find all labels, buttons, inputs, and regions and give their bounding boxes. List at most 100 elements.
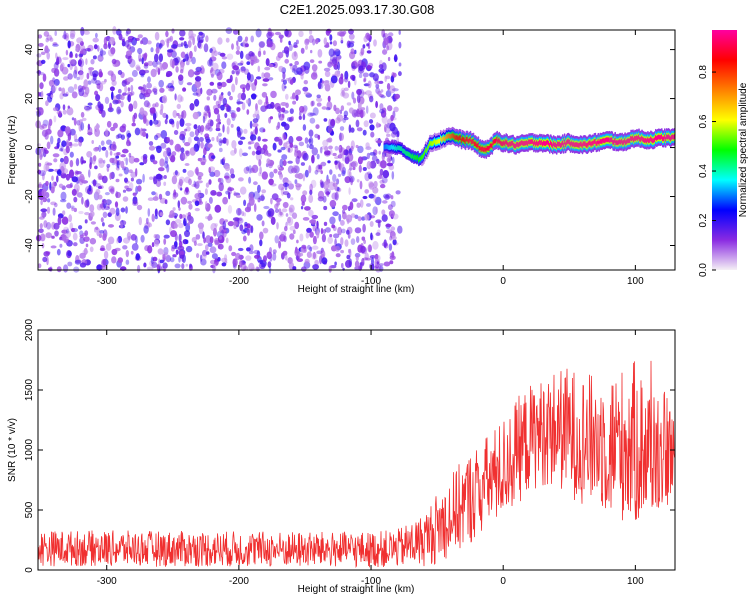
spectrogram-noise-cell	[296, 239, 299, 244]
spectrogram-noise-cell	[356, 236, 360, 243]
spectrogram-noise-cell	[238, 148, 243, 158]
spectrogram-noise-cell	[126, 28, 131, 35]
spectrogram-noise-cell	[78, 139, 83, 147]
spectrogram-noise-cell	[344, 157, 350, 165]
spectrogram-noise-cell	[158, 79, 164, 88]
spectrogram-noise-cell	[194, 193, 201, 200]
spectrogram-noise-cell	[69, 141, 73, 149]
spectrogram-noise-cell	[337, 226, 342, 236]
spectrogram-noise-cell	[242, 87, 246, 94]
spectrogram-noise-cell	[56, 175, 59, 183]
spectrogram-noise-cell	[157, 248, 164, 255]
spectrogram-noise-cell	[287, 160, 293, 164]
spectrogram-noise-cell	[360, 107, 366, 111]
spectrogram-noise-cell	[294, 179, 298, 185]
spectrogram-noise-cell	[188, 215, 194, 224]
spectrogram-noise-cell	[225, 165, 231, 172]
spectrogram-noise-cell	[222, 97, 227, 106]
spectrogram-noise-cell	[324, 80, 330, 88]
spectrogram-noise-cell	[390, 195, 394, 200]
spectrogram-noise-cell	[149, 119, 153, 126]
spectrogram-noise-cell	[327, 124, 333, 134]
spectrogram-noise-cell	[219, 95, 223, 100]
spectrogram-noise-cell	[324, 150, 331, 157]
spectrogram-noise-cell	[357, 66, 365, 74]
spectrogram-noise-cell	[341, 170, 346, 177]
spectrogram-noise-cell	[221, 56, 228, 60]
spectrogram-noise-cell	[288, 183, 294, 190]
spectrogram-noise-cell	[126, 50, 133, 56]
spectrogram-noise-cell	[131, 122, 136, 127]
spectrogram-noise-cell	[72, 143, 79, 147]
spectrogram-noise-cell	[259, 239, 263, 247]
spectrogram-noise-cell	[196, 253, 200, 259]
spectrogram-noise-cell	[45, 180, 49, 187]
spectrogram-noise-cell	[120, 154, 126, 158]
spectrogram-noise-cell	[382, 170, 390, 179]
spectrogram-noise-cell	[78, 225, 83, 230]
spectrogram-noise-cell	[350, 127, 355, 133]
spectrogram-noise-cell	[240, 262, 247, 272]
spectrogram-noise-cell	[159, 87, 165, 93]
spectrogram-y-tick-label: 20	[24, 93, 35, 105]
spectrogram-noise-cell	[320, 170, 324, 175]
spectrogram-noise-cell	[272, 249, 277, 254]
spectrogram-noise-cell	[90, 70, 93, 77]
spectrogram-noise-cell	[107, 48, 115, 57]
spectrogram-noise-cell	[222, 137, 227, 144]
spectrogram-noise-cell	[314, 169, 319, 175]
spectrogram-noise-cell	[124, 185, 129, 189]
spectrogram-noise-cell	[356, 94, 361, 104]
spectrogram-noise-cell	[179, 213, 183, 219]
spectrogram-noise-cell	[170, 120, 175, 125]
spectrogram-noise-cell	[153, 112, 157, 121]
spectrogram-noise-cell	[106, 139, 112, 145]
spectrogram-noise-cell	[365, 257, 372, 261]
spectrogram-noise-cell	[383, 37, 389, 46]
spectrogram-noise-cell	[155, 66, 160, 72]
spectrogram-noise-cell	[278, 113, 285, 121]
spectrogram-noise-cell	[147, 197, 154, 201]
spectrogram-noise-cell	[295, 89, 301, 96]
spectrogram-noise-cell	[105, 243, 112, 251]
spectrogram-noise-cell	[384, 194, 390, 200]
spectrogram-noise-cell	[229, 95, 233, 101]
spectrogram-noise-cell	[42, 172, 45, 181]
spectrogram-noise-cell	[256, 214, 263, 221]
spectrogram-y-tick-label: 0	[24, 144, 35, 150]
spectrogram-noise-cell	[202, 250, 207, 260]
spectrogram-noise-cell	[381, 107, 387, 114]
spectrogram-noise-cell	[369, 95, 374, 103]
spectrogram-noise-cell	[102, 222, 105, 227]
spectrogram-noise-cell	[262, 144, 268, 151]
spectrogram-noise-cell	[379, 179, 385, 184]
spectrogram-noise-cell	[386, 162, 394, 167]
spectrogram-noise-cell	[74, 65, 78, 74]
spectrogram-noise-cell	[167, 37, 172, 41]
spectrogram-noise-cell	[99, 50, 107, 56]
spectrogram-noise-cell	[309, 112, 316, 116]
snr-y-tick-label: 500	[24, 501, 35, 518]
spectrogram-noise-cell	[291, 92, 296, 100]
spectrogram-x-tick-label: -100	[361, 276, 381, 287]
spectrogram-noise-cell	[73, 117, 77, 126]
spectrogram-noise-cell	[338, 76, 344, 85]
spectrogram-noise-cell	[334, 145, 339, 151]
spectrogram-noise-cell	[391, 171, 395, 180]
spectrogram-noise-cell	[105, 128, 109, 138]
spectrogram-noise-cell	[218, 235, 222, 240]
spectrogram-noise-cell	[38, 107, 44, 116]
spectrogram-noise-cell	[311, 64, 318, 72]
spectrogram-noise-cell	[177, 245, 185, 251]
spectrogram-noise-cell	[155, 145, 162, 149]
spectrogram-noise-cell	[393, 106, 399, 113]
spectrogram-noise-cell	[369, 263, 375, 270]
spectrogram-noise-cell	[40, 90, 44, 99]
spectrogram-noise-cell	[217, 103, 221, 109]
spectrogram-marks	[35, 26, 676, 274]
spectrogram-noise-cell	[179, 118, 185, 127]
spectrogram-noise-cell	[101, 258, 107, 268]
spectrogram-noise-cell	[92, 55, 97, 60]
spectrogram-noise-cell	[79, 119, 83, 124]
spectrogram-noise-cell	[63, 226, 69, 231]
